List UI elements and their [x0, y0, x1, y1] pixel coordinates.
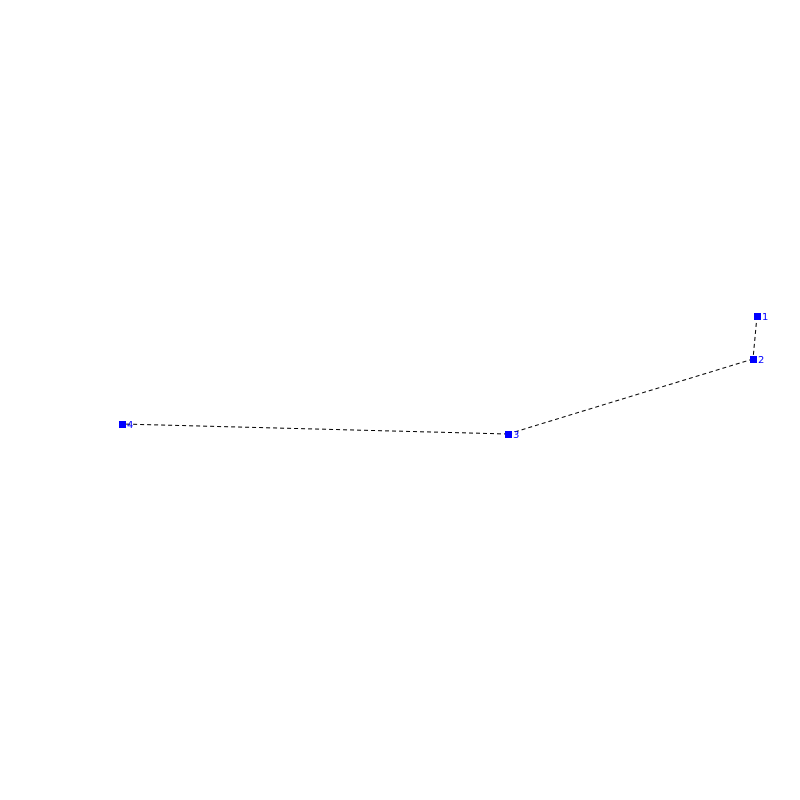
edge-1-2 [752, 315, 758, 360]
node-label-2: 2 [758, 355, 764, 366]
node-2 [750, 356, 757, 363]
node-label-4: 4 [127, 420, 133, 431]
node-3 [505, 431, 512, 438]
node-4 [119, 421, 126, 428]
edge-3-4 [121, 423, 509, 435]
node-1 [754, 313, 761, 320]
node-label-1: 1 [762, 312, 768, 323]
node-label-3: 3 [513, 430, 519, 441]
edge-2-3 [507, 358, 754, 435]
